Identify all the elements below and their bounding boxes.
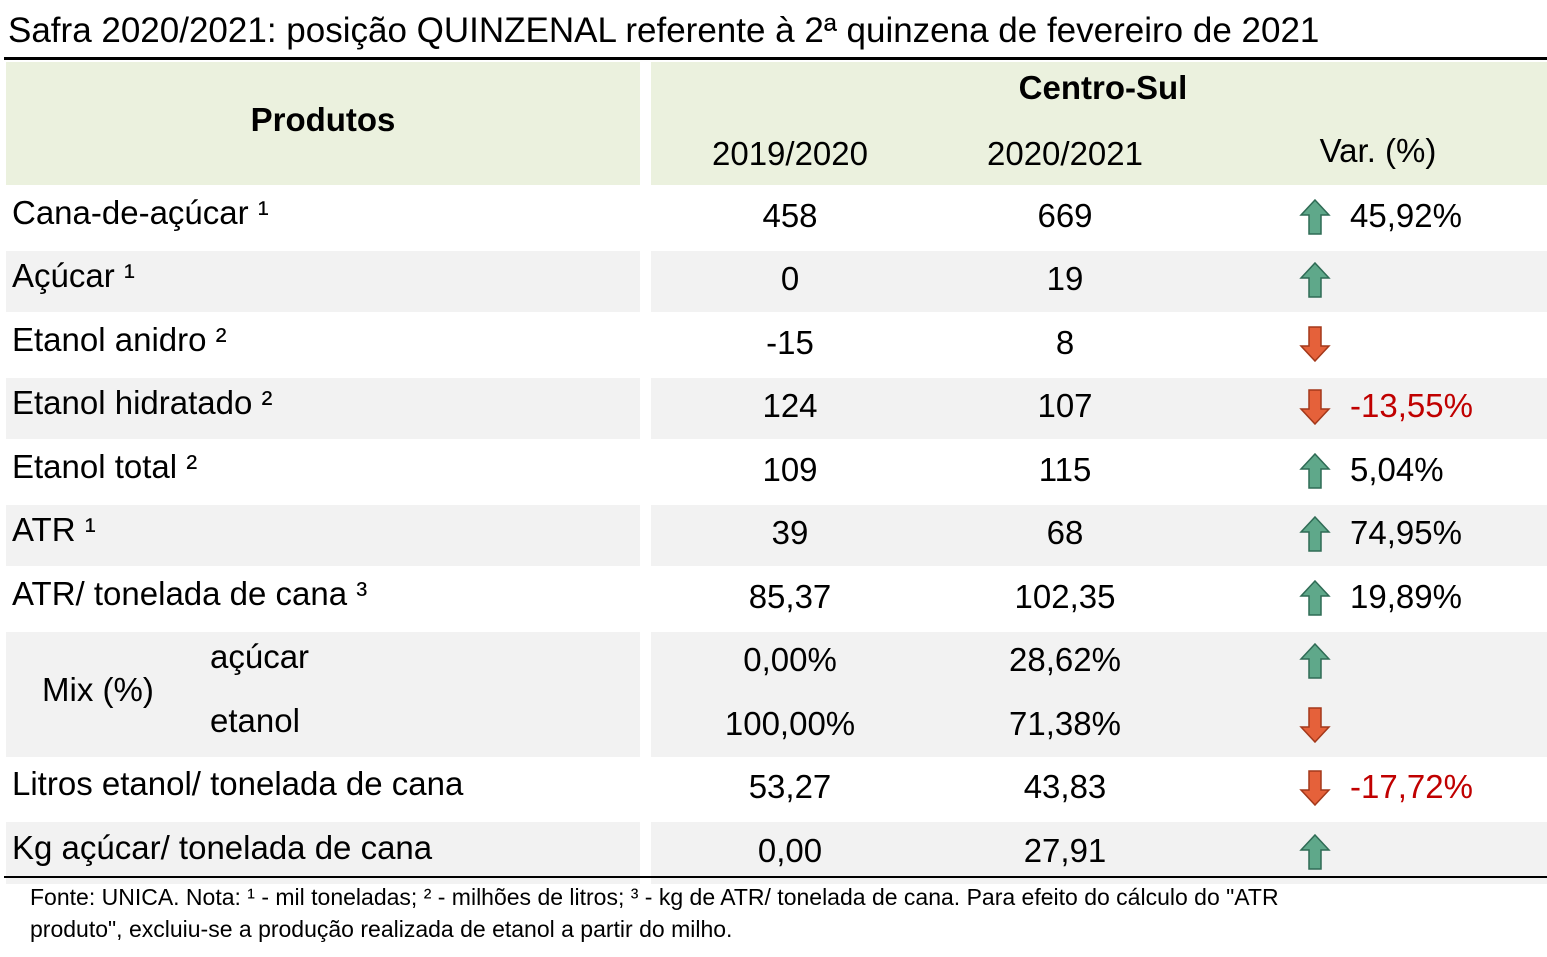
- row-bg: [6, 504, 640, 566]
- sub-label: etanol: [210, 701, 300, 739]
- product: Litros etanol/ tonelada de cana: [12, 765, 464, 803]
- arrow-up: [1299, 833, 1331, 870]
- header-products: Produtos: [250, 101, 396, 138]
- value: 0,00: [757, 831, 823, 869]
- header-region: Centro-Sul: [1018, 69, 1188, 106]
- header-column: 2019/2020: [712, 135, 868, 172]
- value: 458: [762, 196, 818, 234]
- arrow-shape: [1299, 452, 1331, 489]
- variation: 74,95%: [1350, 514, 1462, 552]
- row-bg: [6, 377, 640, 439]
- product: Etanol anidro ²: [12, 320, 227, 358]
- arrow-shape: [1299, 516, 1331, 552]
- variation: 45,92%: [1350, 196, 1462, 234]
- value: 71,38%: [1009, 704, 1121, 742]
- arrow-shape: [1299, 326, 1331, 362]
- variation: -13,55%: [1350, 387, 1473, 425]
- row-bg: [651, 631, 1547, 757]
- value: 100,00%: [724, 704, 856, 742]
- value: 0,00%: [743, 641, 837, 679]
- value: 27,91: [1023, 831, 1107, 869]
- row-bg: [6, 822, 640, 884]
- arrow-shape: [1299, 198, 1331, 235]
- title-rule: [4, 57, 1547, 60]
- arrow-up: [1299, 643, 1331, 679]
- variation: 19,89%: [1350, 577, 1462, 615]
- value: 115: [1038, 450, 1092, 488]
- arrow-up: [1299, 516, 1331, 552]
- arrow-shape: [1299, 262, 1331, 298]
- header-cell: [6, 62, 640, 185]
- arrow-shape: [1299, 707, 1331, 743]
- arrow-down: [1299, 770, 1331, 807]
- value: 109: [762, 450, 818, 488]
- value: 85,37: [748, 577, 832, 615]
- arrow-up: [1299, 262, 1331, 298]
- table-rule: [4, 876, 1547, 878]
- footnote: Fonte: UNICA. Nota: ¹ - mil toneladas; ²…: [30, 881, 1279, 945]
- variation: 5,04%: [1350, 450, 1444, 488]
- value: 19: [1046, 260, 1084, 298]
- row-bg: [651, 822, 1547, 884]
- row-bg: [651, 377, 1547, 439]
- sub-label: açúcar: [210, 638, 310, 676]
- arrow-shape: [1299, 579, 1331, 616]
- product: ATR/ tonelada de cana ³: [12, 574, 368, 612]
- product: Cana-de-açúcar ¹: [12, 193, 269, 231]
- arrow-down: [1299, 707, 1331, 743]
- row-bg: [6, 631, 640, 757]
- value: 28,62%: [1009, 641, 1121, 679]
- row-bg: [651, 250, 1547, 312]
- value: 43,83: [1023, 768, 1107, 806]
- product: Etanol total ²: [12, 447, 198, 485]
- product: ATR ¹: [12, 511, 96, 549]
- product: Etanol hidratado ²: [12, 384, 273, 422]
- product: Açúcar ¹: [12, 257, 135, 295]
- value: -15: [766, 323, 814, 361]
- row-bg: [6, 250, 640, 312]
- product: Kg açúcar/ tonelada de cana: [12, 828, 433, 866]
- value: 0: [780, 260, 800, 298]
- title: Safra 2020/2021: posição QUINZENAL refer…: [8, 11, 1320, 50]
- value: 53,27: [748, 768, 832, 806]
- arrow-up: [1299, 452, 1331, 489]
- arrow-down: [1299, 389, 1331, 426]
- value: 39: [771, 514, 809, 552]
- header-column: 2020/2021: [987, 135, 1143, 172]
- value: 8: [1055, 323, 1075, 361]
- header-column: Var. (%): [1319, 132, 1437, 169]
- value: 102,35: [1014, 577, 1116, 615]
- footnote-line: Fonte: UNICA. Nota: ¹ - mil toneladas; ²…: [30, 884, 1279, 910]
- value: 124: [762, 387, 818, 425]
- arrow-down: [1299, 326, 1331, 362]
- footnote-line: produto", excluiu-se a produção realizad…: [30, 916, 733, 942]
- value: 68: [1046, 514, 1084, 552]
- arrow-up: [1299, 579, 1331, 616]
- value: 107: [1037, 387, 1093, 425]
- header-cell: [651, 62, 1547, 185]
- value: 669: [1037, 196, 1093, 234]
- variation: -17,72%: [1350, 768, 1473, 806]
- product: Mix (%): [42, 671, 154, 708]
- arrow-shape: [1299, 770, 1331, 807]
- arrow-shape: [1299, 833, 1331, 870]
- arrow-shape: [1299, 389, 1331, 426]
- arrow-up: [1299, 198, 1331, 235]
- arrow-shape: [1299, 643, 1331, 679]
- row-bg: [651, 504, 1547, 566]
